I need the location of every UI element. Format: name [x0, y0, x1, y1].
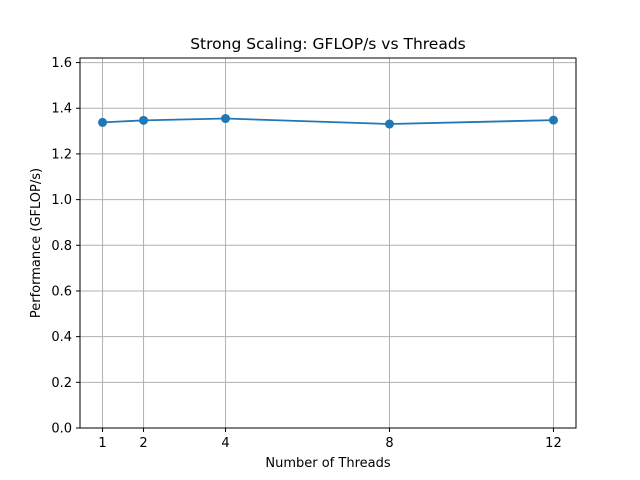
data-point — [548, 115, 558, 125]
series-layer — [98, 114, 558, 129]
y-tick-label: 1.6 — [51, 56, 72, 71]
y-tick-label: 0.2 — [51, 376, 72, 391]
y-tick-label: 1.2 — [51, 147, 72, 162]
ticks: 1 2 4 8 120.00.20.40.60.81.01.21.41.6 — [51, 56, 561, 451]
series-line — [102, 117, 554, 125]
x-tick-label: 8 — [385, 436, 393, 451]
data-point — [98, 117, 108, 127]
chart-title: Strong Scaling: GFLOP/s vs Threads — [190, 35, 466, 53]
data-point — [139, 115, 149, 125]
x-axis-label: Number of Threads — [265, 456, 390, 471]
y-tick-label: 1.4 — [51, 102, 72, 117]
data-point — [221, 114, 231, 124]
y-tick-label: 0.0 — [51, 422, 72, 437]
y-tick-label: 1.0 — [51, 193, 72, 208]
grid — [80, 58, 576, 429]
y-tick-label: 0.8 — [51, 239, 72, 254]
x-tick-label: 4 — [221, 436, 229, 451]
axes-frame — [79, 57, 577, 429]
y-tick-label: 0.4 — [51, 330, 72, 345]
x-tick-label: 1 — [98, 436, 106, 451]
data-point — [384, 119, 394, 129]
x-tick-label: 12 — [545, 436, 562, 451]
y-tick-label: 0.6 — [51, 284, 72, 299]
x-tick-label: 2 — [139, 436, 147, 451]
y-axis-label: Performance (GFLOP/s) — [29, 168, 44, 318]
